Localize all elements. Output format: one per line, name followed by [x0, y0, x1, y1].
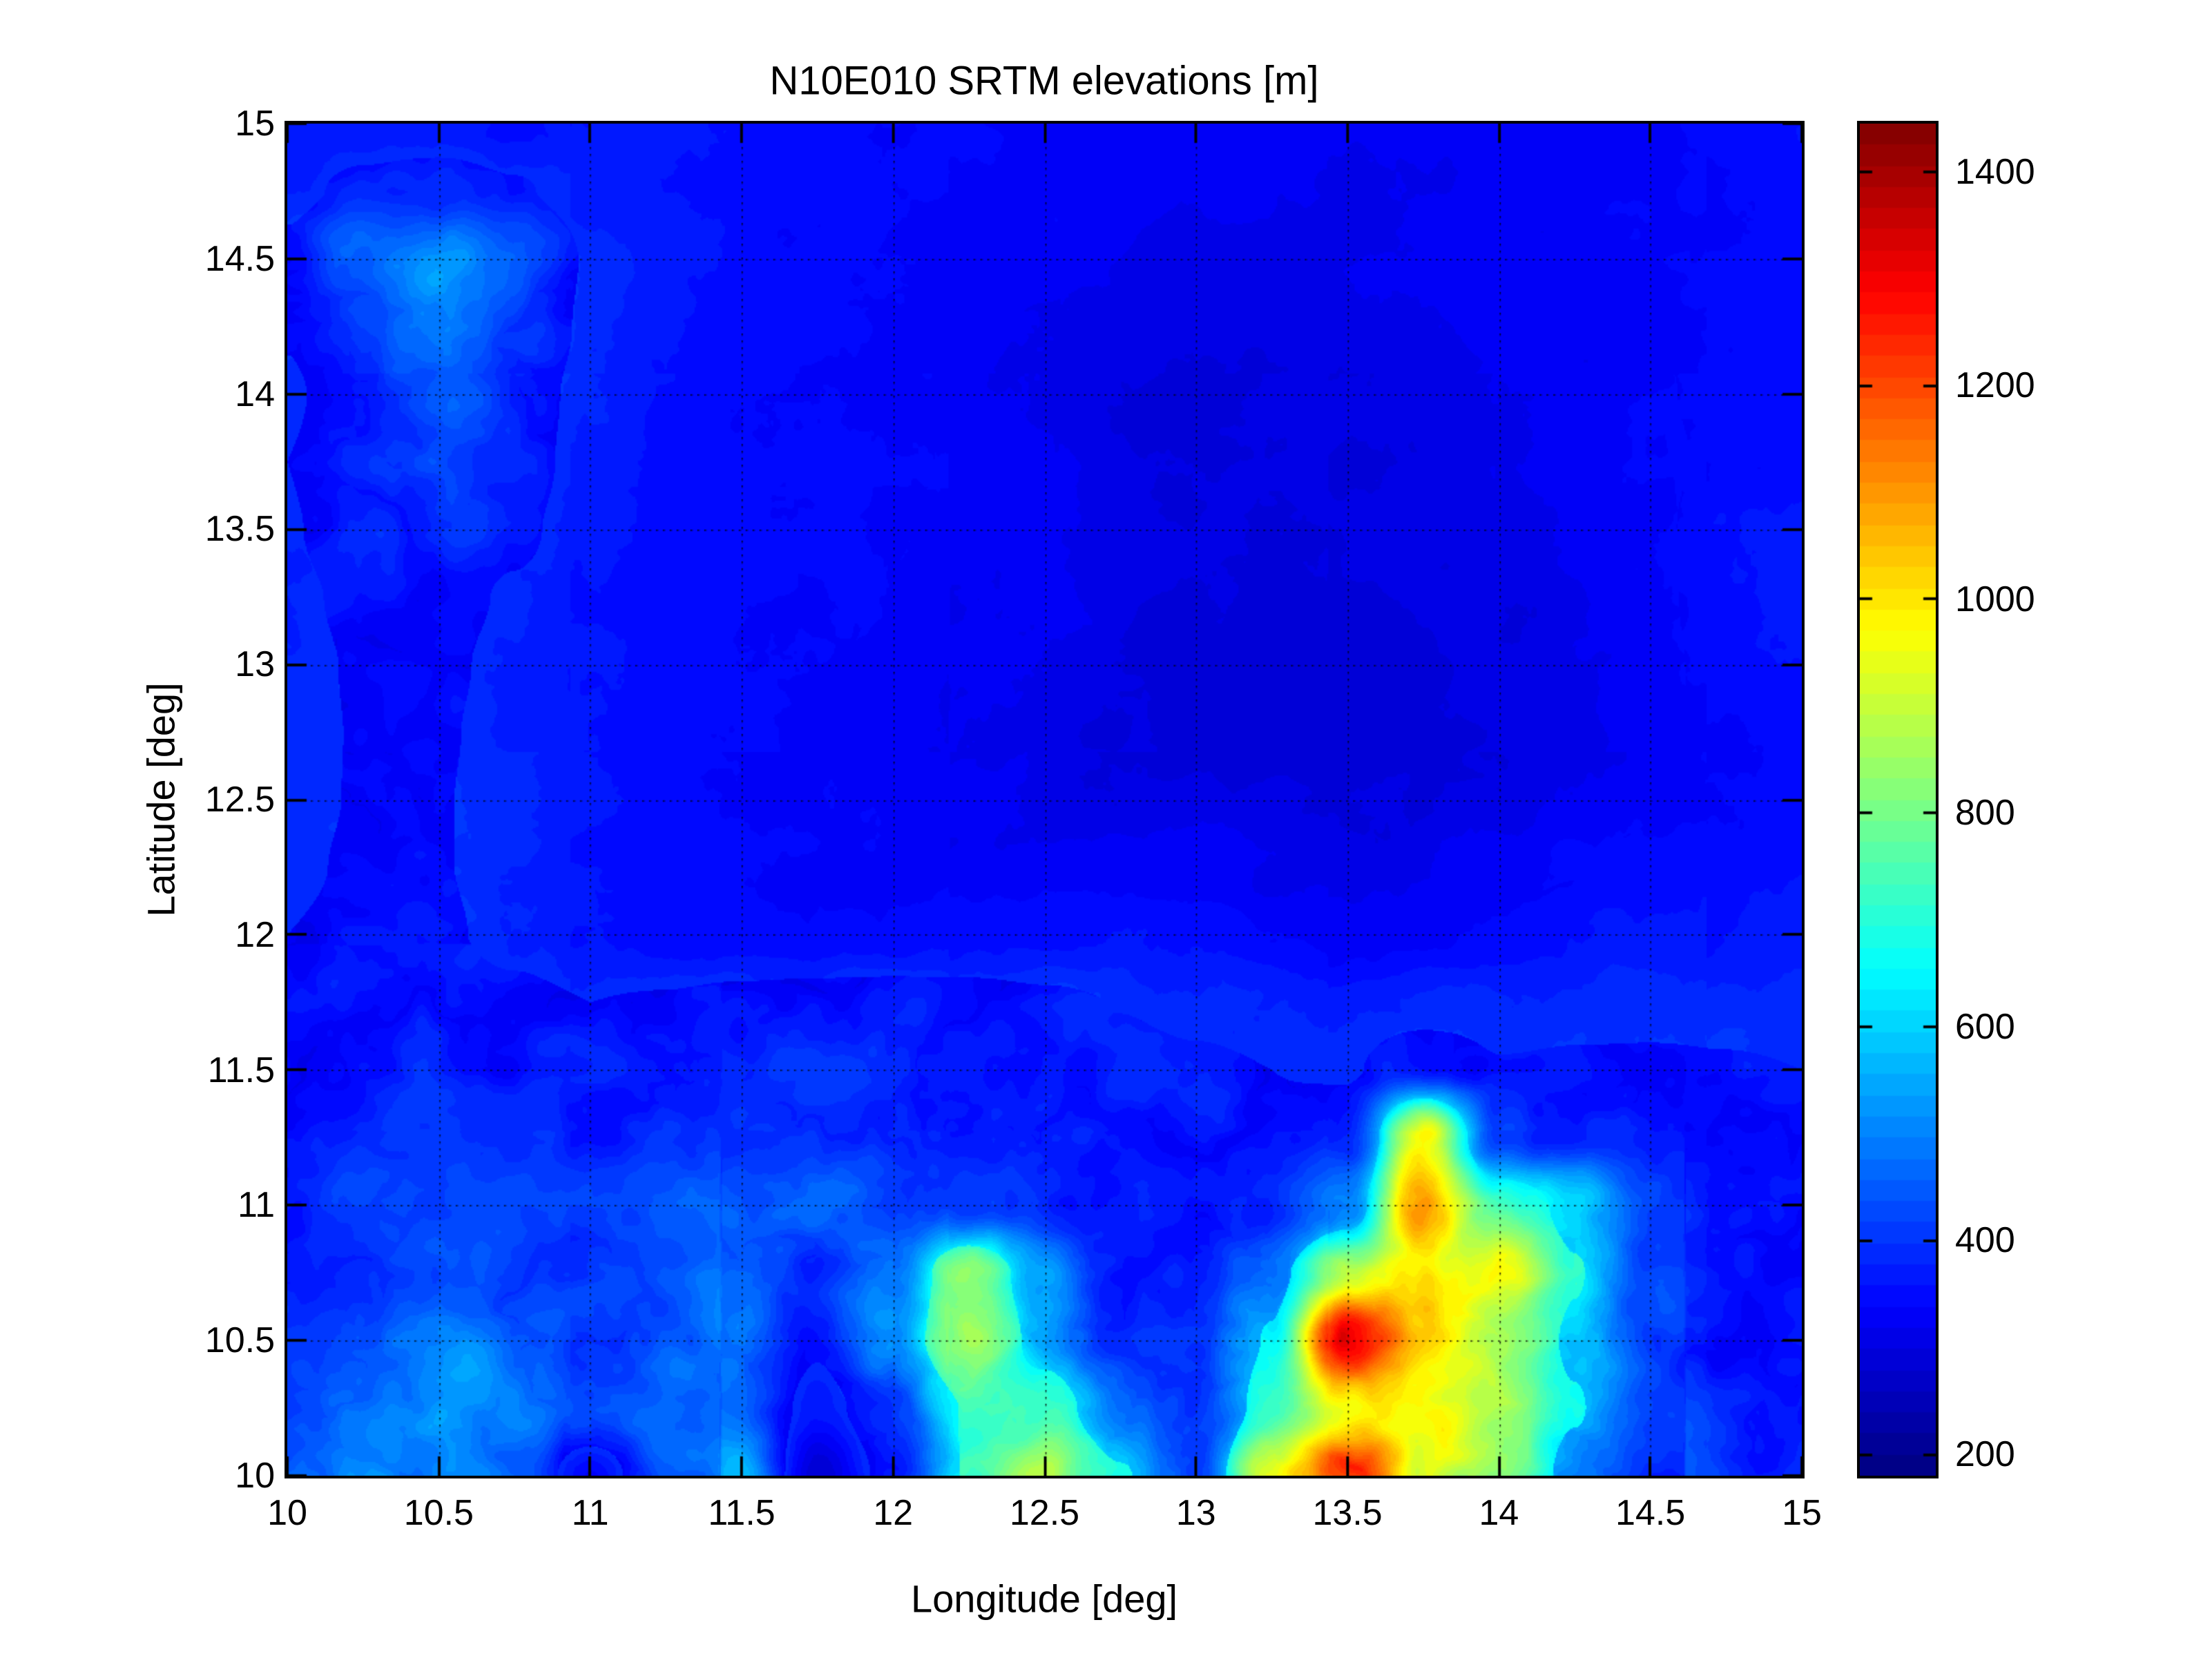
colorbar-tick-label: 600: [1955, 1006, 2015, 1047]
x-tick-label: 12: [873, 1493, 914, 1533]
colorbar-tick-label: 1200: [1955, 365, 2035, 406]
plot-title: N10E010 SRTM elevations [m]: [769, 58, 1319, 104]
y-tick-label: 11: [238, 1185, 275, 1226]
elevation-heatmap: [287, 124, 1802, 1476]
x-tick-label: 10: [267, 1493, 307, 1533]
y-tick-label: 12.5: [204, 780, 275, 820]
x-tick-label: 12.5: [1009, 1493, 1080, 1533]
x-tick-label: 11.5: [708, 1493, 776, 1533]
y-tick-label: 11.5: [207, 1050, 275, 1090]
y-tick-label: 15: [235, 104, 275, 144]
y-tick-label: 12: [235, 914, 275, 955]
y-tick-label: 14: [235, 374, 275, 414]
x-tick-label: 11: [571, 1493, 609, 1533]
x-tick-label: 14.5: [1615, 1493, 1686, 1533]
x-axis-label: Longitude [deg]: [910, 1577, 1178, 1621]
colorbar-tick-label: 1400: [1955, 151, 2035, 192]
y-tick-label: 13.5: [204, 509, 275, 550]
y-tick-label: 10: [235, 1456, 275, 1496]
y-axis-label: Latitude [deg]: [139, 682, 183, 917]
x-tick-label: 13: [1175, 1493, 1216, 1533]
colorbar-gradient: [1860, 124, 1936, 1476]
plot-area: [285, 121, 1805, 1478]
y-tick-label: 13: [235, 644, 275, 685]
colorbar-tick-label: 800: [1955, 793, 2015, 833]
x-tick-label: 15: [1782, 1493, 1822, 1533]
y-tick-label: 10.5: [204, 1320, 275, 1361]
x-tick-label: 13.5: [1312, 1493, 1383, 1533]
colorbar-tick-label: 1000: [1955, 579, 2035, 619]
colorbar: [1857, 121, 1939, 1478]
y-tick-label: 14.5: [204, 238, 275, 279]
colorbar-tick-label: 200: [1955, 1434, 2015, 1475]
colorbar-tick-label: 400: [1955, 1220, 2015, 1261]
x-tick-label: 14: [1479, 1493, 1519, 1533]
x-tick-label: 10.5: [403, 1493, 474, 1533]
